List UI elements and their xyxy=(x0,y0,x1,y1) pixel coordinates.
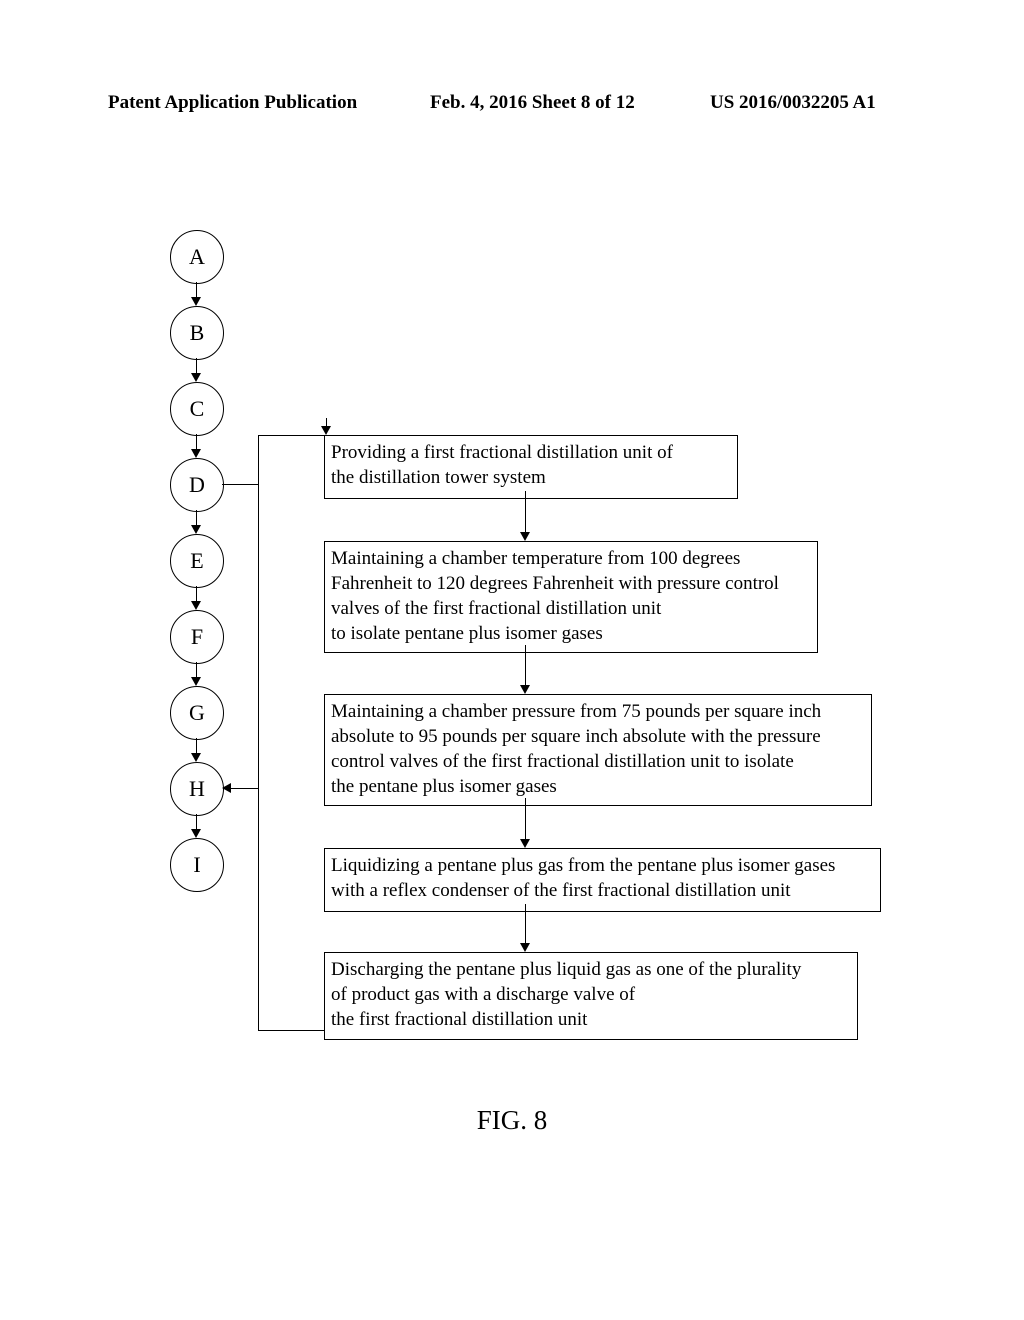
arrow-segment xyxy=(196,282,197,297)
node-h: H xyxy=(170,762,224,816)
process-step-line: with a reflex condenser of the first fra… xyxy=(331,878,874,903)
node-f: F xyxy=(170,610,224,664)
process-step-line: to isolate pentane plus isomer gases xyxy=(331,621,811,646)
connector-line xyxy=(231,788,258,789)
arrow-head-down-icon xyxy=(520,943,530,952)
arrow-head-down-icon xyxy=(520,839,530,848)
process-step: Liquidizing a pentane plus gas from the … xyxy=(324,848,881,912)
process-step-line: absolute to 95 pounds per square inch ab… xyxy=(331,724,865,749)
process-step: Maintaining a chamber pressure from 75 p… xyxy=(324,694,872,806)
arrow-head-left-icon xyxy=(222,783,231,793)
arrow-segment xyxy=(525,491,526,532)
process-step: Providing a first fractional distillatio… xyxy=(324,435,738,499)
arrow-segment xyxy=(196,358,197,373)
process-step: Maintaining a chamber temperature from 1… xyxy=(324,541,818,653)
arrow-segment xyxy=(525,904,526,943)
process-step-line: Fahrenheit to 120 degrees Fahrenheit wit… xyxy=(331,571,811,596)
process-step-line: Providing a first fractional distillatio… xyxy=(331,440,731,465)
arrow-segment xyxy=(196,434,197,449)
process-step-line: control valves of the first fractional d… xyxy=(331,749,865,774)
node-b: B xyxy=(170,306,224,360)
arrow-head-down-icon xyxy=(191,677,201,686)
connector-line xyxy=(258,1030,324,1031)
connector-line xyxy=(258,435,259,1030)
node-a: A xyxy=(170,230,224,284)
process-step-line: Maintaining a chamber pressure from 75 p… xyxy=(331,699,865,724)
node-e: E xyxy=(170,534,224,588)
arrow-segment xyxy=(525,798,526,839)
header-mid: Feb. 4, 2016 Sheet 8 of 12 xyxy=(430,92,635,114)
process-step-line: Liquidizing a pentane plus gas from the … xyxy=(331,853,874,878)
arrow-head-down-icon xyxy=(191,829,201,838)
process-step-line: valves of the first fractional distillat… xyxy=(331,596,811,621)
arrow-head-down-icon xyxy=(191,297,201,306)
node-g: G xyxy=(170,686,224,740)
arrow-head-down-icon xyxy=(520,685,530,694)
process-step-line: Discharging the pentane plus liquid gas … xyxy=(331,957,851,982)
node-d: D xyxy=(170,458,224,512)
connector-line xyxy=(258,435,324,436)
arrow-segment xyxy=(525,645,526,685)
arrow-head-down-icon xyxy=(191,753,201,762)
process-step-line: the pentane plus isomer gases xyxy=(331,774,865,799)
arrow-segment xyxy=(196,738,197,753)
arrow-segment xyxy=(196,510,197,525)
node-i: I xyxy=(170,838,224,892)
node-c: C xyxy=(170,382,224,436)
arrow-segment xyxy=(196,814,197,829)
process-step-line: the distillation tower system xyxy=(331,465,731,490)
connector-line xyxy=(222,484,258,485)
process-step-line: Maintaining a chamber temperature from 1… xyxy=(331,546,811,571)
arrow-head-down-icon xyxy=(191,601,201,610)
process-step: Discharging the pentane plus liquid gas … xyxy=(324,952,858,1040)
arrow-head-down-icon xyxy=(191,449,201,458)
figure-label: FIG. 8 xyxy=(0,1105,1024,1136)
arrow-segment xyxy=(196,586,197,601)
arrow-head-down-icon xyxy=(191,373,201,382)
header-right: US 2016/0032205 A1 xyxy=(710,92,876,114)
arrow-head-down-icon xyxy=(191,525,201,534)
header-left: Patent Application Publication xyxy=(108,92,357,114)
process-step-line: of product gas with a discharge valve of xyxy=(331,982,851,1007)
arrow-segment xyxy=(196,662,197,677)
arrow-head-down-icon xyxy=(520,532,530,541)
process-step-line: the first fractional distillation unit xyxy=(331,1007,851,1032)
